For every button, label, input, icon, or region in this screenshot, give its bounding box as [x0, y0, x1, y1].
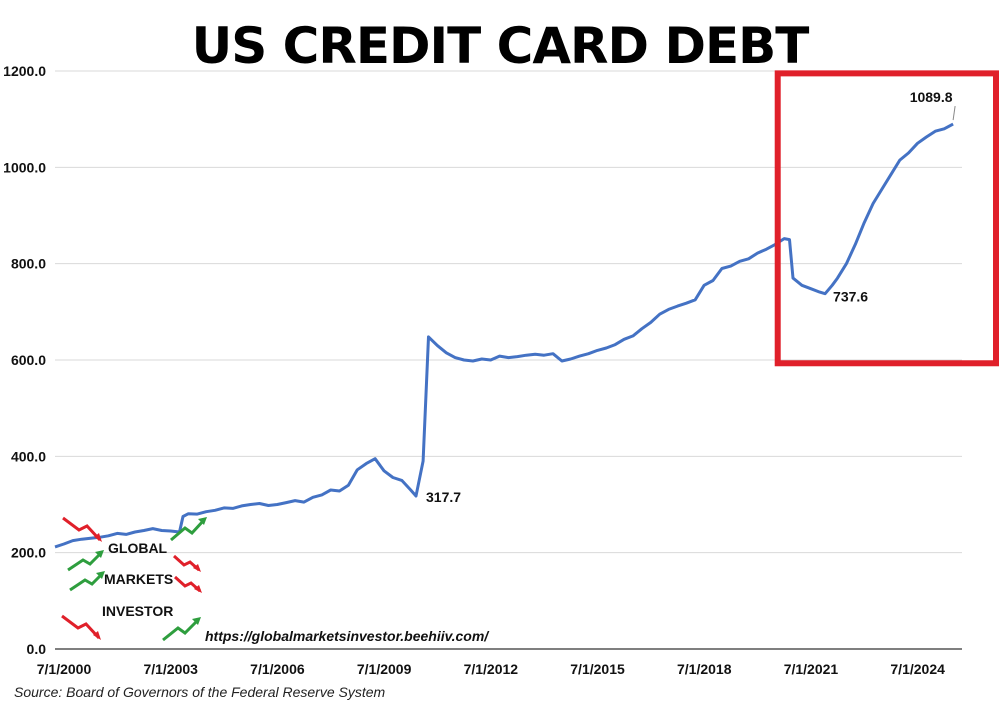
x-tick-label: 7/1/2012 — [464, 661, 519, 677]
down-arrow-icon — [62, 516, 102, 542]
x-axis-ticks: 7/1/2000 7/1/2003 7/1/2006 7/1/2009 7/1/2012… — [37, 661, 945, 677]
y-tick-label: 600.0 — [11, 352, 46, 368]
y-tick-label: 400.0 — [11, 448, 46, 464]
y-axis-ticks: 0.0 200.0 400.0 600.0 800.0 1000.0 1200.0 — [3, 63, 46, 657]
x-tick-label: 7/1/2024 — [890, 661, 945, 677]
logo-word-markets: MARKETS — [104, 571, 173, 587]
grid-lines — [55, 70, 962, 554]
y-tick-label: 1200.0 — [3, 63, 46, 79]
down-arrow-icon — [172, 554, 201, 572]
x-tick-label: 7/1/2000 — [37, 661, 92, 677]
y-tick-label: 800.0 — [11, 256, 46, 272]
series-line — [54, 122, 954, 549]
logo: GLOBAL MARKETS INVESTOR — [61, 516, 207, 642]
up-arrow-icon — [162, 617, 201, 642]
data-label: 1089.8 — [910, 89, 953, 105]
down-arrow-icon — [61, 614, 101, 640]
down-arrow-icon — [173, 575, 202, 593]
data-label: 737.6 — [833, 289, 868, 305]
data-label: 317.7 — [426, 489, 461, 505]
y-tick-label: 0.0 — [27, 641, 47, 657]
leader-line — [952, 106, 956, 121]
x-tick-label: 7/1/2009 — [357, 661, 412, 677]
y-tick-label: 200.0 — [11, 545, 46, 561]
up-arrow-icon — [170, 517, 207, 542]
logo-word-global: GLOBAL — [108, 540, 168, 556]
x-tick-label: 7/1/2015 — [570, 661, 625, 677]
highlight-box — [774, 70, 1000, 367]
x-tick-label: 7/1/2003 — [143, 661, 198, 677]
x-tick-label: 7/1/2006 — [250, 661, 305, 677]
logo-word-investor: INVESTOR — [102, 603, 173, 619]
data-labels: 317.7 737.6 1089.8 — [426, 89, 956, 505]
website-url: https://globalmarketsinvestor.beehiiv.co… — [205, 628, 490, 644]
x-tick-label: 7/1/2021 — [784, 661, 839, 677]
source-note: Source: Board of Governors of the Federa… — [14, 684, 386, 700]
chart-title: US CREDIT CARD DEBT — [192, 17, 810, 75]
up-arrow-icon — [69, 571, 105, 592]
x-tick-label: 7/1/2018 — [677, 661, 732, 677]
y-tick-label: 1000.0 — [3, 159, 46, 175]
up-arrow-icon — [67, 550, 104, 572]
